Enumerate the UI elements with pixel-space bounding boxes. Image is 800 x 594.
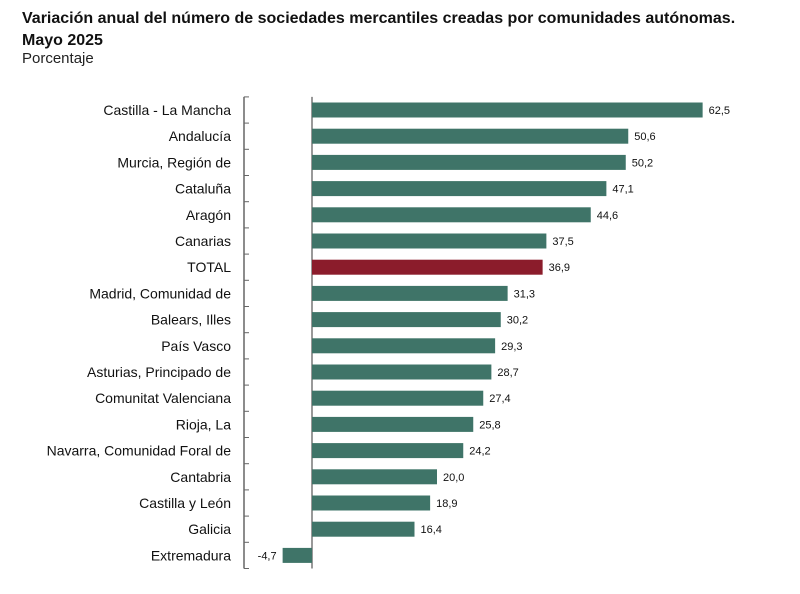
bar xyxy=(312,443,464,459)
chart-unit-label: Porcentaje xyxy=(22,50,94,67)
data-label: 16,4 xyxy=(421,524,442,536)
category-label: Galicia xyxy=(188,521,231,537)
category-label: Balears, Illes xyxy=(151,312,231,328)
bar xyxy=(312,181,607,197)
category-label: Canarias xyxy=(175,233,231,249)
category-label: Castilla y León xyxy=(139,495,231,511)
data-label: 20,0 xyxy=(443,472,464,484)
category-label: Rioja, La xyxy=(176,416,231,432)
bar xyxy=(312,469,437,485)
data-label: 36,9 xyxy=(549,262,570,274)
category-label: Cantabria xyxy=(170,469,231,485)
bar xyxy=(282,547,312,563)
bar xyxy=(312,416,474,432)
category-label: Murcia, Región de xyxy=(117,154,231,170)
bar xyxy=(312,207,591,223)
bar xyxy=(312,390,484,406)
chart-title-line2: Mayo 2025 xyxy=(22,32,103,49)
chart-title: Variación anual del número de sociedades… xyxy=(22,8,792,52)
bar xyxy=(312,259,543,275)
category-label: Cataluña xyxy=(175,181,231,197)
data-label: 50,6 xyxy=(634,131,655,143)
bar xyxy=(312,128,629,144)
chart-title-line1: Variación anual del número de sociedades… xyxy=(22,10,736,27)
category-label: Castilla - La Mancha xyxy=(103,102,231,118)
data-label: 31,3 xyxy=(514,288,535,300)
bar xyxy=(312,521,415,537)
bar xyxy=(312,312,501,328)
bar xyxy=(312,338,496,354)
data-label: 28,7 xyxy=(497,367,518,379)
data-label: 27,4 xyxy=(489,393,510,405)
data-label: 37,5 xyxy=(552,236,573,248)
category-label: Comunitat Valenciana xyxy=(95,390,231,406)
bar xyxy=(312,233,547,249)
bar xyxy=(312,495,431,511)
data-label: 62,5 xyxy=(709,105,730,117)
data-label: -4,7 xyxy=(258,550,277,562)
data-label: 50,2 xyxy=(632,157,653,169)
category-label: Aragón xyxy=(186,207,231,223)
bar xyxy=(312,285,508,301)
bar xyxy=(312,102,703,118)
category-label: Extremadura xyxy=(151,547,231,563)
data-label: 18,9 xyxy=(436,498,457,510)
category-label: TOTAL xyxy=(187,259,231,275)
bar xyxy=(312,364,492,380)
category-label: Andalucía xyxy=(169,128,231,144)
data-label: 47,1 xyxy=(612,184,633,196)
bar xyxy=(312,154,626,170)
data-label: 30,2 xyxy=(507,315,528,327)
category-label: Navarra, Comunidad Foral de xyxy=(47,443,232,459)
category-label: Madrid, Comunidad de xyxy=(89,285,231,301)
data-label: 29,3 xyxy=(501,341,522,353)
category-label: País Vasco xyxy=(161,338,231,354)
data-label: 25,8 xyxy=(479,419,500,431)
category-label: Asturias, Principado de xyxy=(87,364,231,380)
data-label: 24,2 xyxy=(469,446,490,458)
data-label: 44,6 xyxy=(597,210,618,222)
